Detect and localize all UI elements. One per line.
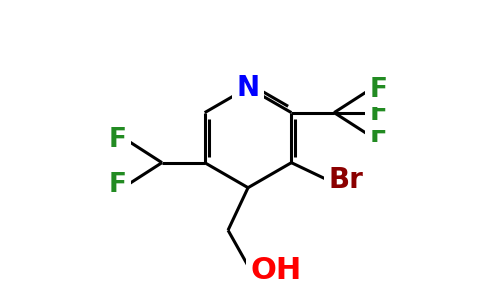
Text: F: F [369, 77, 387, 103]
Text: Br: Br [328, 166, 363, 194]
Text: N: N [237, 74, 259, 102]
Text: OH: OH [251, 256, 302, 285]
Text: F: F [109, 172, 127, 198]
Text: F: F [369, 122, 387, 148]
Text: F: F [109, 127, 127, 153]
Text: F: F [369, 100, 387, 126]
